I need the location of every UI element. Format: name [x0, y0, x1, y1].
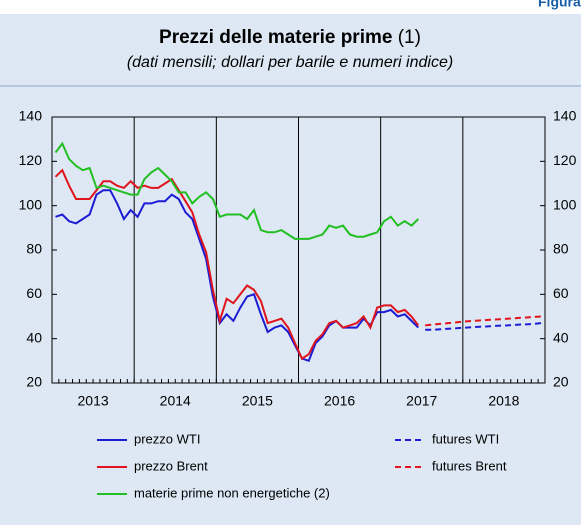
y2-tick-label: 120 [553, 152, 577, 168]
y2-tick-label: 20 [553, 374, 569, 390]
legend-label: prezzo Brent [134, 458, 208, 473]
y2-tick-label: 80 [553, 241, 569, 257]
x-tick-label: 2015 [242, 393, 273, 409]
x-tick-label: 2014 [160, 393, 191, 409]
series-line [54, 141, 419, 240]
x-tick-label: 2016 [324, 393, 355, 409]
x-tick-label: 2017 [406, 393, 437, 409]
legend-label: futures WTI [432, 431, 499, 446]
chart-subtitle: (dati mensili; dollari per barile e nume… [127, 54, 453, 71]
x-tick-label: 2013 [78, 393, 109, 409]
y2-tick-label: 140 [553, 108, 577, 124]
y2-tick-label: 100 [553, 196, 577, 212]
series-line [54, 168, 420, 361]
y-tick-label: 40 [26, 329, 42, 345]
chart-title: Prezzi delle materie prime (1) [159, 27, 421, 48]
y2-tick-label: 60 [553, 285, 569, 301]
y2-tick-label: 40 [553, 329, 569, 345]
legend-label: prezzo WTI [134, 431, 200, 446]
legend-label: materie prime non energetiche (2) [134, 485, 330, 500]
y-tick-label: 140 [19, 108, 43, 124]
x-tick-label: 2018 [488, 393, 519, 409]
legend-label: futures Brent [432, 458, 507, 473]
y-tick-label: 80 [26, 241, 42, 257]
figure-label: Figura [538, 0, 581, 10]
y-tick-label: 20 [26, 374, 42, 390]
panel-bg [0, 14, 581, 525]
title-main: Prezzi delle materie prime [159, 27, 392, 48]
y-tick-label: 100 [19, 196, 43, 212]
y-tick-label: 60 [26, 285, 42, 301]
series-line [55, 189, 420, 363]
title-note: (1) [398, 27, 421, 48]
y-tick-label: 120 [19, 152, 43, 168]
